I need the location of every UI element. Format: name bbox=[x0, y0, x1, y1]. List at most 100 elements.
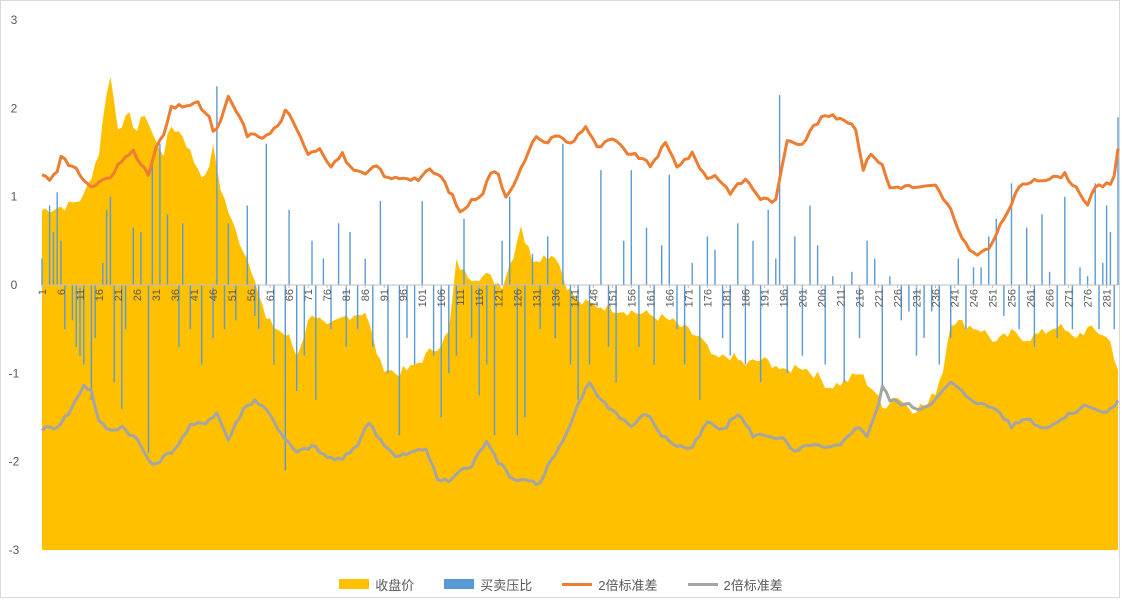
legend-label-lower-std: 2倍标准差 bbox=[723, 577, 783, 593]
x-tick-label: 11 bbox=[75, 289, 87, 300]
legend-item-close[interactable]: 收盘价 bbox=[339, 575, 414, 594]
y-tick-label: 1 bbox=[11, 190, 18, 204]
pressure-bar-96 bbox=[729, 285, 731, 356]
pressure-bar-70 bbox=[524, 285, 526, 418]
x-tick-label: 66 bbox=[284, 289, 296, 301]
legend-item-pressure[interactable]: 买卖压比 bbox=[444, 575, 532, 594]
pressure-bar-69 bbox=[516, 285, 518, 436]
pressure-bar-11 bbox=[94, 285, 96, 338]
x-tick-label: 76 bbox=[322, 289, 334, 301]
pressure-bar-85 bbox=[645, 227, 648, 285]
pressure-bar-60 bbox=[448, 285, 450, 374]
pressure-bar-9 bbox=[83, 285, 85, 365]
legend-item-lower-std[interactable]: 2倍标准差 bbox=[687, 575, 783, 594]
y-tick-labels: 3 2 1 0 -1 -2 -3 bbox=[9, 13, 20, 557]
pressure-bar-66 bbox=[493, 285, 496, 436]
pressure-bar-58 bbox=[432, 285, 435, 356]
pressure-bar-84 bbox=[638, 285, 640, 347]
pressure-bar-49 bbox=[356, 285, 359, 330]
pressure-bar-125 bbox=[957, 258, 959, 285]
x-tick-label: 181 bbox=[721, 289, 733, 307]
pressure-bar-107 bbox=[809, 205, 811, 285]
x-tick-label: 261 bbox=[1026, 289, 1038, 307]
pressure-bar-135 bbox=[1033, 285, 1036, 347]
pressure-bar-45 bbox=[330, 285, 332, 330]
x-tick-label: 136 bbox=[550, 289, 562, 307]
pressure-bar-105 bbox=[794, 236, 796, 285]
pressure-bar-38 bbox=[284, 285, 286, 471]
pressure-bar-119 bbox=[908, 285, 910, 312]
y-tick-label: -3 bbox=[9, 543, 20, 557]
pressure-bar-136 bbox=[1041, 214, 1043, 285]
pressure-bar-117 bbox=[889, 276, 891, 285]
pressure-bar-111 bbox=[843, 285, 845, 383]
pressure-bar-139 bbox=[1064, 196, 1066, 285]
pressure-bar-100 bbox=[759, 285, 762, 383]
pressure-bar-63 bbox=[470, 285, 473, 338]
pressure-bar-95 bbox=[721, 285, 724, 338]
pressure-bar-112 bbox=[851, 271, 853, 286]
pressure-bar-53 bbox=[387, 285, 389, 374]
pressure-bar-149 bbox=[1117, 117, 1119, 285]
pressure-bar-40 bbox=[296, 285, 298, 391]
pressure-bar-146 bbox=[1105, 205, 1108, 285]
pressure-bar-48 bbox=[349, 232, 351, 285]
y-tick-label: 3 bbox=[11, 13, 18, 27]
pressure-bar-77 bbox=[577, 285, 579, 400]
legend-swatch-upper-std bbox=[562, 582, 593, 586]
pressure-bar-68 bbox=[509, 196, 511, 285]
pressure-bar-0 bbox=[41, 258, 43, 285]
pressure-bar-133 bbox=[1018, 285, 1020, 330]
pressure-bar-115 bbox=[874, 258, 876, 285]
pressure-bar-147 bbox=[1109, 232, 1112, 285]
pressure-bar-113 bbox=[858, 285, 861, 338]
pressure-bar-44 bbox=[322, 258, 325, 285]
pressure-bar-116 bbox=[881, 285, 883, 391]
pressure-bar-33 bbox=[246, 205, 248, 285]
x-tick-label: 281 bbox=[1102, 289, 1114, 307]
x-tick-label: 16 bbox=[94, 289, 106, 301]
pressure-bar-52 bbox=[379, 201, 382, 285]
x-tick-label: 6 bbox=[56, 289, 68, 295]
pressure-bar-64 bbox=[478, 285, 480, 396]
pressure-bar-129 bbox=[988, 236, 990, 285]
pressure-bar-42 bbox=[311, 240, 313, 285]
pressure-bar-80 bbox=[607, 285, 610, 347]
x-tick-label: 211 bbox=[835, 289, 847, 307]
legend-item-upper-std[interactable]: 2倍标准差 bbox=[562, 575, 658, 594]
pressure-bar-28 bbox=[212, 285, 214, 338]
pressure-bar-87 bbox=[661, 245, 663, 286]
pressure-bar-128 bbox=[980, 267, 982, 285]
pressure-bar-91 bbox=[691, 262, 693, 285]
close-price-area bbox=[42, 76, 1118, 551]
pressure-bar-78 bbox=[588, 285, 591, 365]
pressure-bar-73 bbox=[547, 236, 549, 285]
pressure-bar-103 bbox=[778, 95, 781, 285]
pressure-bar-122 bbox=[931, 285, 933, 312]
pressure-bar-56 bbox=[413, 285, 416, 365]
pressure-bar-21 bbox=[151, 156, 153, 285]
x-tick-label: 41 bbox=[189, 289, 201, 301]
pressure-bar-67 bbox=[501, 240, 503, 285]
pressure-bar-8 bbox=[79, 285, 81, 356]
pressure-bar-59 bbox=[440, 285, 442, 418]
legend-swatch-lower-std bbox=[687, 582, 718, 586]
x-tick-label: 46 bbox=[208, 289, 220, 301]
x-tick-label: 226 bbox=[892, 289, 904, 307]
x-tick-label: 56 bbox=[246, 289, 258, 301]
pressure-bar-86 bbox=[653, 285, 655, 365]
upper-std-line bbox=[41, 94, 1120, 257]
x-tick-label: 26 bbox=[132, 289, 144, 301]
x-tick-label: 216 bbox=[854, 289, 866, 307]
pressure-bar-18 bbox=[132, 227, 134, 285]
pressure-bar-12 bbox=[102, 262, 104, 285]
pressure-bar-5 bbox=[64, 285, 66, 330]
x-tick-label: 141 bbox=[569, 289, 581, 307]
pressure-bar-110 bbox=[832, 276, 834, 285]
x-tick-label: 61 bbox=[265, 289, 277, 301]
pressure-bar-71 bbox=[531, 254, 534, 285]
lower-std-line bbox=[40, 380, 1120, 487]
pressure-bar-140 bbox=[1071, 285, 1074, 330]
pressure-bar-19 bbox=[140, 232, 142, 285]
